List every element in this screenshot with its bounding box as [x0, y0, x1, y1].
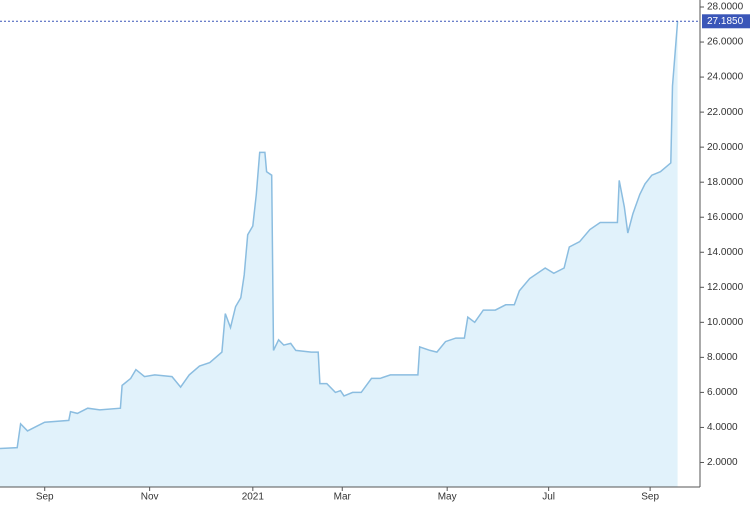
x-tick-label: Nov — [141, 492, 159, 503]
area-fill — [0, 21, 678, 488]
y-tick-label: 22.0000 — [707, 107, 744, 118]
price-line — [0, 21, 679, 450]
y-tick-label: 18.0000 — [707, 177, 744, 188]
current-value-box — [702, 14, 750, 29]
y-tick-label: 12.0000 — [707, 282, 744, 293]
x-tick-label: Sep — [36, 492, 54, 503]
x-tick-label: Jul — [542, 492, 555, 503]
x-tick-label: Sep — [641, 492, 659, 503]
y-tick-label: 8.0000 — [707, 352, 738, 363]
y-tick-label: 2.0000 — [707, 457, 738, 468]
y-tick-label: 4.0000 — [707, 422, 738, 433]
y-tick-label: 20.0000 — [707, 142, 744, 153]
y-tick-label: 28.0000 — [707, 2, 744, 13]
x-tick-label: Mar — [334, 492, 352, 503]
current-value-label: 27.1850 — [707, 16, 744, 27]
y-tick-label: 24.0000 — [707, 72, 744, 83]
x-tick-label: 2021 — [242, 492, 265, 503]
y-tick-label: 16.0000 — [707, 212, 744, 223]
y-tick-label: 10.0000 — [707, 317, 744, 328]
y-tick-label: 14.0000 — [707, 247, 744, 258]
y-tick-label: 6.0000 — [707, 387, 738, 398]
y-tick-label: 26.0000 — [707, 37, 744, 48]
x-tick-label: May — [438, 492, 457, 503]
